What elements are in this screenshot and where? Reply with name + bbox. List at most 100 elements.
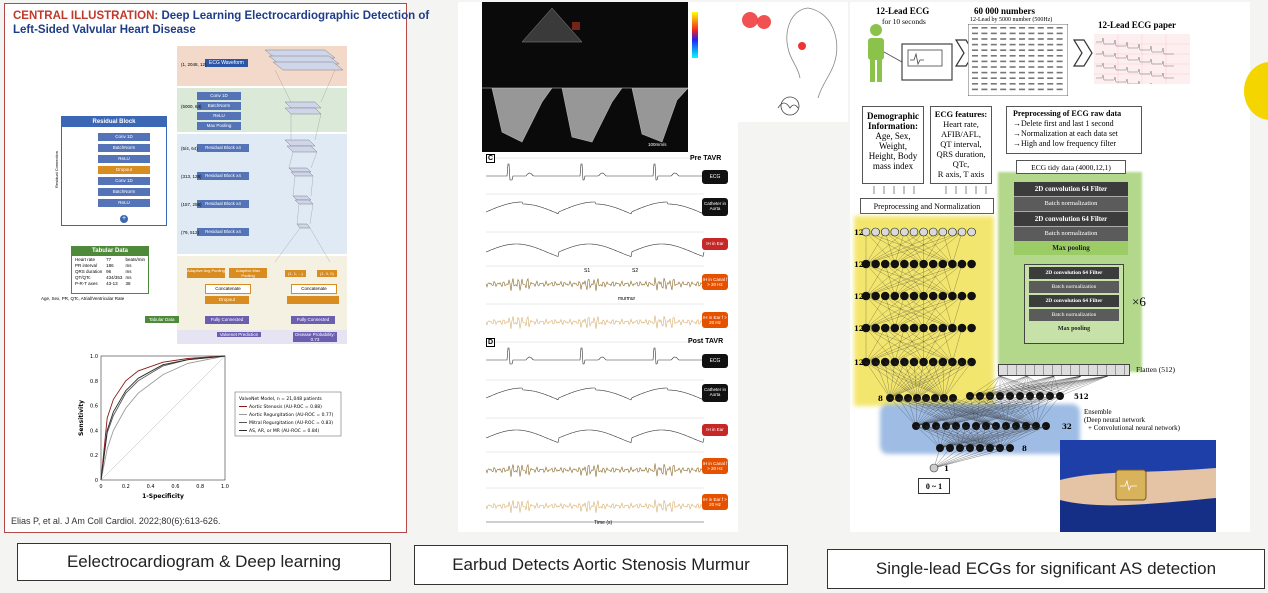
right-shape-chip: (1, 1, ...)	[285, 270, 306, 277]
svg-text:-2.0: -2.0	[692, 108, 702, 114]
panel-d-label: D	[486, 338, 496, 347]
neuron	[967, 259, 976, 269]
layer-chip: BatchNorm	[197, 102, 241, 110]
matrix-cell	[1009, 27, 1016, 29]
neuron	[919, 227, 928, 237]
residual-layer: Conv 1D	[98, 133, 150, 141]
matrix-cell	[1047, 49, 1054, 51]
matrix-cell	[972, 83, 978, 85]
tabular-rows: Heart rate 77 beats/min PR interval 186 ms QRS…	[72, 256, 148, 288]
normalization-box: Preprocessing and Normalization	[860, 198, 994, 214]
matrix-cell	[1047, 27, 1054, 29]
matrix-cell	[1009, 55, 1016, 57]
citation: Elias P, et al. J Am Coll Cardiol. 2022;…	[11, 516, 221, 526]
features-line: Heart rate,	[943, 119, 979, 129]
cnn-layer: 2D convolution 64 Filter	[1014, 211, 1128, 226]
tabular-row: PR interval 186 ms	[75, 263, 145, 269]
dense-size-label: 32	[1062, 422, 1072, 431]
neuron	[890, 259, 900, 269]
matrix-cell	[1000, 71, 1007, 74]
residual-layer: BatchNorm	[98, 144, 150, 152]
matrix-cell	[1056, 66, 1063, 68]
matrix-cell	[990, 66, 997, 68]
layer-size-label: 12	[854, 228, 864, 237]
neuron	[957, 323, 967, 333]
tabular-cell: QT/QTc	[75, 275, 91, 280]
concatenate-chip: Concatenate	[205, 284, 251, 294]
neuron	[928, 259, 938, 269]
residual-chip: Residual Block x4	[197, 144, 249, 152]
layer-chip: Max Pooling	[197, 122, 241, 130]
neuron	[871, 357, 880, 367]
post-tavr-label: Post TAVR	[688, 338, 724, 345]
neuron	[890, 291, 900, 301]
ecg-paper-image	[1094, 34, 1190, 84]
cnn-repeat-layer: Batch normalization	[1029, 309, 1119, 321]
shape-label: (1, 2048, 12)	[181, 62, 207, 67]
signal-trace	[485, 499, 705, 513]
neuron	[890, 323, 900, 333]
neuron	[900, 323, 909, 333]
feature-map-graphics	[264, 49, 344, 263]
neuron	[967, 323, 976, 333]
matrix-cell	[1037, 43, 1044, 46]
neuron	[957, 259, 967, 269]
preprocessing-line: →Delete first and last 1 second	[1013, 119, 1114, 128]
matrix-cell	[1009, 38, 1016, 40]
matrix-cell	[981, 32, 988, 35]
layer-size-label: 12	[854, 358, 864, 367]
neuron	[861, 259, 871, 269]
shape-label: (157, 256)	[181, 202, 202, 207]
features-line: AFIB/AFL,	[941, 129, 981, 139]
dropout-chip: Dropout	[205, 296, 249, 304]
neuron	[948, 323, 957, 333]
neuron	[928, 291, 938, 301]
ecg-paper-title: 12-Lead ECG paper	[1098, 20, 1177, 30]
layer-size-label: 12	[854, 292, 864, 301]
legend-item: Mitral Regurgitation (AU-ROC = 0.83)	[249, 420, 333, 426]
valvenet-prediction: Valvenet Prediction	[217, 332, 261, 337]
cnn-layer: Batch normalization	[1014, 196, 1128, 211]
matrix-cell	[990, 32, 997, 35]
catheter-badge: Catheter in Aorta	[702, 384, 728, 402]
neuron	[938, 291, 948, 301]
matrix-cell	[1019, 55, 1025, 57]
tabular-cell: 96	[106, 269, 112, 274]
x-tick-label: 0.8	[196, 484, 204, 490]
preprocessing-title: Preprocessing of ECG raw data	[1013, 109, 1122, 118]
right-figure: 12-Lead ECG for 10 seconds 60 000 number…	[850, 2, 1250, 532]
neuron	[948, 259, 957, 269]
residual-block-title: Residual Block	[62, 117, 166, 127]
ecg-tidy-box: ECG tidy data (4000,12,1)	[1016, 160, 1126, 174]
ecg12-subtitle: for 10 seconds	[882, 17, 926, 26]
ih-ear-badge: IH in Ear	[702, 424, 728, 436]
matrix-cell	[1037, 60, 1044, 63]
cnn-repeat-layer: 2D convolution 64 Filter	[1029, 295, 1119, 307]
matrix-cell	[1000, 43, 1007, 46]
matrix-cell	[1056, 55, 1063, 57]
neuron	[909, 227, 919, 237]
tabular-cell: Heart rate	[75, 257, 96, 262]
matrix-cell	[972, 43, 978, 46]
demographic-line: mass index	[872, 161, 914, 171]
matrix-cell	[981, 88, 988, 91]
matrix-cell	[990, 88, 997, 91]
residual-chip: Residual Block x4	[197, 172, 249, 180]
panel-c-label: C	[486, 154, 496, 163]
features-line: QTc,	[952, 159, 970, 169]
x-tick-label: 1.0	[221, 484, 229, 490]
matrix-cell	[1047, 60, 1054, 63]
dense-size-label: 1	[944, 464, 949, 473]
matrix-cell	[1028, 55, 1035, 57]
patient-ecg-machine-icon	[868, 24, 953, 82]
matrix-cell	[981, 43, 988, 46]
tabular-row: P-R-T axes 43-13 38	[75, 281, 145, 287]
tabular-cell: PR interval	[75, 263, 98, 268]
matrix-cell	[1009, 77, 1016, 79]
signal-trace	[486, 347, 704, 365]
matrix-cell	[1019, 88, 1025, 91]
ecg-traces	[485, 157, 705, 523]
signal-trace	[486, 163, 704, 181]
flatten-label: Flatten (512)	[1136, 365, 1175, 374]
tabular-cell: 43-13	[106, 281, 118, 286]
